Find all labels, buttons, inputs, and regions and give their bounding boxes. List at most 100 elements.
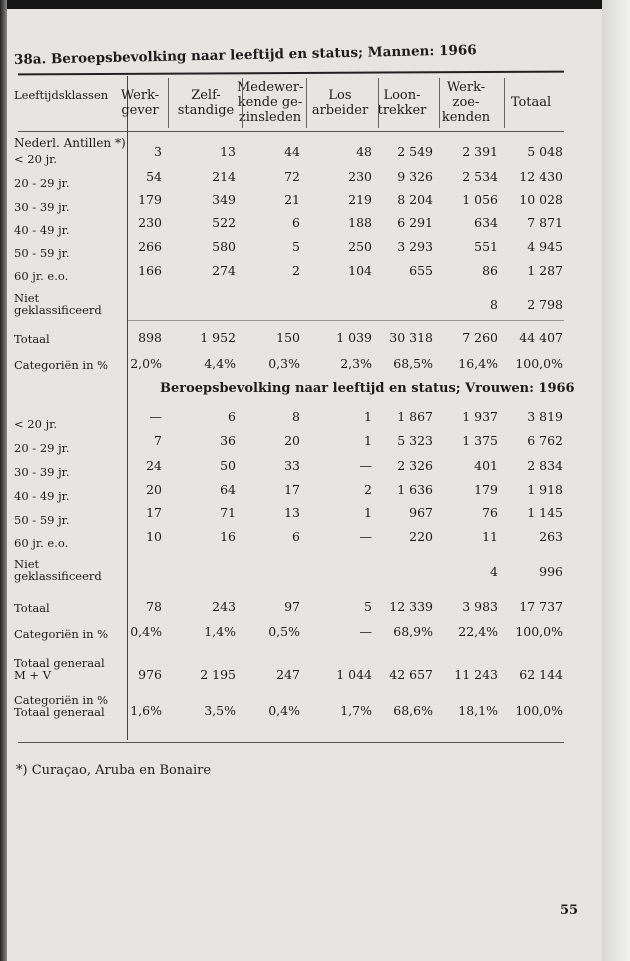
table-cell: 1 039	[336, 330, 372, 345]
table-cell: 2	[364, 482, 372, 497]
row-label: Niet geklassificeerd	[14, 557, 102, 583]
table-cell: —	[359, 624, 373, 639]
table-cell: 188	[348, 215, 372, 230]
column-header: Werk- zoe- kenden	[441, 80, 491, 125]
table-cell: 20	[146, 482, 162, 497]
table-cell: 996	[539, 564, 563, 579]
row-label: 30 - 39 jr.	[14, 200, 70, 214]
table-cell: 263	[539, 529, 563, 544]
table-cell: 7 260	[462, 330, 498, 345]
table-cell: 7	[154, 433, 162, 448]
table-cell: 54	[146, 169, 162, 184]
table-cell: 1,4%	[204, 624, 236, 639]
table-cell: 655	[409, 263, 433, 278]
table-cell: 100,0%	[515, 703, 563, 718]
table-cell: 179	[474, 482, 498, 497]
column-header: Los arbeider	[311, 88, 369, 118]
header-separator	[439, 78, 440, 128]
table-cell: 243	[212, 599, 236, 614]
table-cell: 8	[292, 409, 300, 424]
table-cell: 48	[356, 144, 372, 159]
row-label: 60 jr. e.o.	[14, 536, 69, 550]
bottom-rule	[18, 742, 564, 743]
table-cell: 68,9%	[393, 624, 433, 639]
scan-top-edge	[0, 0, 630, 9]
row-label: Categoriën in %	[14, 627, 109, 641]
table-cell: 898	[138, 330, 162, 345]
table-cell: 0,5%	[268, 624, 300, 639]
row-label: 50 - 59 jr.	[14, 246, 70, 260]
header-separator	[504, 78, 505, 128]
table-cell: 1	[364, 433, 372, 448]
table-cell: 11	[482, 529, 498, 544]
table-cell: 2 326	[397, 458, 433, 473]
table-cell: 21	[284, 192, 300, 207]
table-cell: —	[359, 529, 373, 544]
table-cell: 1 867	[397, 409, 433, 424]
table-cell: 1 145	[527, 505, 563, 520]
table-cell: 6 762	[527, 433, 563, 448]
table-cell: 5	[292, 239, 300, 254]
table-cell: 6	[228, 409, 236, 424]
table-cell: 250	[348, 239, 372, 254]
total-rule-men	[128, 320, 564, 321]
table-cell: 967	[409, 505, 433, 520]
row-label: Categoriën in % Totaal generaal	[14, 693, 109, 719]
table-cell: 2 798	[527, 297, 563, 312]
row-label: 40 - 49 jr.	[14, 489, 70, 503]
row-label: < 20 jr.	[14, 152, 58, 166]
table-cell: 634	[474, 215, 498, 230]
table-cell: 62 144	[519, 667, 563, 682]
group-label: Nederl. Antillen *)	[14, 136, 126, 150]
table-cell: 1 044	[336, 667, 372, 682]
table-cell: 30 318	[389, 330, 433, 345]
table-cell: 2 195	[200, 667, 236, 682]
column-header: Werk- gever	[120, 88, 160, 118]
table-cell: 10	[146, 529, 162, 544]
table-cell: 0,4%	[268, 703, 300, 718]
table-cell: 33	[284, 458, 300, 473]
column-header: Leeftijdsklassen	[14, 88, 109, 102]
table-title: 38a. Beroepsbevolking naar leeftijd en s…	[13, 42, 477, 68]
footnote: *) Curaçao, Aruba en Bonaire	[16, 763, 212, 778]
table-cell: 2 534	[462, 169, 498, 184]
page-edge	[602, 0, 630, 961]
table-cell: 150	[276, 330, 300, 345]
header-separator	[378, 78, 379, 128]
table-cell: 100,0%	[515, 356, 563, 371]
table-cell: 6	[292, 215, 300, 230]
page-number: 55	[560, 903, 579, 918]
table-cell: 8 204	[397, 192, 433, 207]
table-cell: 6	[292, 529, 300, 544]
table-cell: 86	[482, 263, 498, 278]
table-cell: 5	[364, 599, 372, 614]
table-cell: 68,6%	[393, 703, 433, 718]
table-cell: 1 375	[462, 433, 498, 448]
row-label: 20 - 29 jr.	[14, 441, 70, 455]
table-cell: 3 293	[397, 239, 433, 254]
header-separator	[242, 78, 243, 128]
table-cell: 1 918	[527, 482, 563, 497]
row-label: 50 - 59 jr.	[14, 513, 70, 527]
table-cell: 266	[138, 239, 162, 254]
row-label: 30 - 39 jr.	[14, 465, 70, 479]
table-cell: 44	[284, 144, 300, 159]
table-cell: 5 048	[527, 144, 563, 159]
table-cell: 214	[212, 169, 236, 184]
table-cell: —	[149, 409, 163, 424]
row-label: 20 - 29 jr.	[14, 176, 70, 190]
table-cell: 3	[154, 144, 162, 159]
table-cell: 17 737	[519, 599, 563, 614]
table-cell: 2 391	[462, 144, 498, 159]
table-cell: —	[359, 458, 373, 473]
table-cell: 0,3%	[268, 356, 300, 371]
table-cell: 2	[292, 263, 300, 278]
table-cell: 36	[220, 433, 236, 448]
row-label: Niet geklassificeerd	[14, 291, 102, 317]
table-cell: 12 339	[389, 599, 433, 614]
table-cell: 17	[146, 505, 162, 520]
table-cell: 274	[212, 263, 236, 278]
table-cell: 1 937	[462, 409, 498, 424]
table-cell: 230	[138, 215, 162, 230]
table-cell: 5 323	[397, 433, 433, 448]
